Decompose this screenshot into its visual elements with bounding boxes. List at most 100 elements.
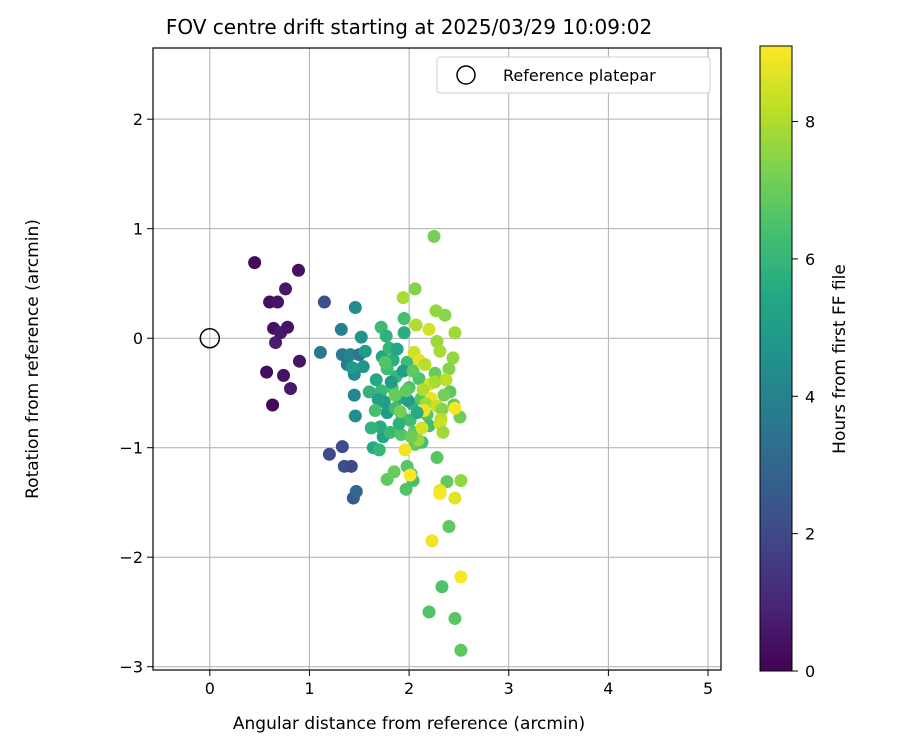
scatter-point	[433, 487, 447, 501]
scatter-point	[428, 375, 442, 389]
colorbar-tick-label: 2	[805, 525, 815, 544]
x-axis-ticks: 0 1 2 3 4 5	[205, 670, 713, 698]
reference-platepar-marker	[199, 327, 221, 349]
scatter-point	[281, 320, 295, 334]
scatter-point	[248, 256, 262, 270]
scatter-point	[356, 360, 370, 374]
scatter-point	[379, 329, 393, 343]
scatter-point	[409, 318, 423, 332]
scatter-point	[408, 282, 422, 296]
scatter-point	[446, 351, 460, 365]
legend: Reference platepar	[436, 56, 711, 94]
scatter-point	[448, 612, 462, 626]
scatter-point	[260, 365, 274, 379]
scatter-point	[284, 382, 298, 396]
scatter-point	[390, 342, 404, 356]
scatter-point	[372, 443, 386, 457]
legend-box	[436, 56, 711, 94]
colorbar-tick-label: 4	[805, 387, 815, 406]
scatter-point	[425, 534, 439, 548]
x-tick-label: 0	[205, 679, 215, 698]
scatter-point	[345, 361, 359, 375]
scatter-point	[393, 405, 407, 419]
x-tick-label: 1	[304, 679, 314, 698]
colorbar	[759, 45, 793, 672]
scatter-point	[422, 322, 436, 336]
scatter-point	[406, 364, 420, 378]
scatter-point	[442, 362, 456, 376]
legend-label: Reference platepar	[503, 66, 656, 85]
scatter-point	[396, 291, 410, 305]
scatter-point	[454, 474, 468, 488]
scatter-point	[397, 326, 411, 340]
scatter-point	[416, 383, 430, 397]
x-tick-label: 2	[404, 679, 414, 698]
scatter-point	[394, 428, 408, 442]
scatter-point	[438, 308, 452, 322]
scatter-point	[448, 491, 462, 505]
scatter-point	[398, 443, 412, 457]
y-axis-title: Rotation from reference (arcmin)	[23, 219, 43, 499]
scatter-point	[439, 373, 453, 387]
scatter-point	[442, 520, 456, 534]
scatter-point	[387, 465, 401, 479]
y-axis-ticks: −3 −2 −1 0 1 2	[119, 110, 153, 677]
scatter-point	[403, 468, 417, 482]
scatter-point	[383, 425, 397, 439]
scatter-point	[404, 430, 418, 444]
scatter-point	[422, 605, 436, 619]
scatter-point	[348, 409, 362, 423]
scatter-point	[430, 451, 444, 465]
scatter-point	[291, 263, 305, 277]
scatter-point	[364, 421, 378, 435]
x-tick-label: 3	[504, 679, 514, 698]
scatter-point	[292, 354, 306, 368]
scatter-point	[396, 364, 410, 378]
scatter-point	[378, 355, 392, 369]
scatter-point	[344, 459, 358, 473]
x-tick-label: 4	[603, 679, 613, 698]
x-tick-label: 5	[703, 679, 713, 698]
scatter-point	[392, 417, 406, 431]
scatter-point	[354, 330, 368, 344]
scatter-point	[454, 643, 468, 657]
y-tick-label: −1	[119, 439, 143, 458]
colorbar-tick-label: 8	[805, 113, 815, 132]
colorbar-title: Hours from first FF file	[830, 264, 850, 454]
scatter-point	[410, 406, 424, 420]
grid-lines	[153, 48, 721, 670]
scatter-point	[358, 344, 372, 358]
scatter-point	[435, 580, 449, 594]
y-tick-label: −2	[119, 548, 143, 567]
scatter-point	[362, 385, 376, 399]
scatter-point	[427, 229, 441, 243]
scatter-point	[435, 402, 449, 416]
y-tick-label: 1	[133, 220, 143, 239]
scatter-point	[371, 393, 385, 407]
scatter-point	[436, 425, 450, 439]
scatter-point	[433, 344, 447, 358]
scatter-points	[248, 229, 468, 657]
scatter-point	[368, 403, 382, 417]
scatter-point	[448, 401, 462, 415]
reference-marker-group	[199, 327, 221, 349]
y-tick-label: 2	[133, 110, 143, 129]
scatter-point	[277, 368, 291, 382]
scatter-point	[334, 322, 348, 336]
colorbar-ticks: 0 2 4 6 8	[792, 113, 815, 681]
scatter-point	[384, 375, 398, 389]
scatter-point	[437, 388, 451, 402]
scatter-point	[415, 421, 429, 435]
scatter-point	[399, 384, 413, 398]
scatter-point	[430, 334, 444, 348]
scatter-point	[266, 398, 280, 412]
x-axis-title: Angular distance from reference (arcmin)	[233, 714, 585, 734]
scatter-point	[348, 301, 362, 315]
scatter-point	[369, 373, 383, 387]
y-tick-label: 0	[133, 329, 143, 348]
colorbar-tick-label: 0	[805, 662, 815, 681]
scatter-point	[401, 394, 415, 408]
scatter-point	[271, 295, 285, 309]
scatter-point	[399, 482, 413, 496]
scatter-point	[440, 475, 454, 489]
